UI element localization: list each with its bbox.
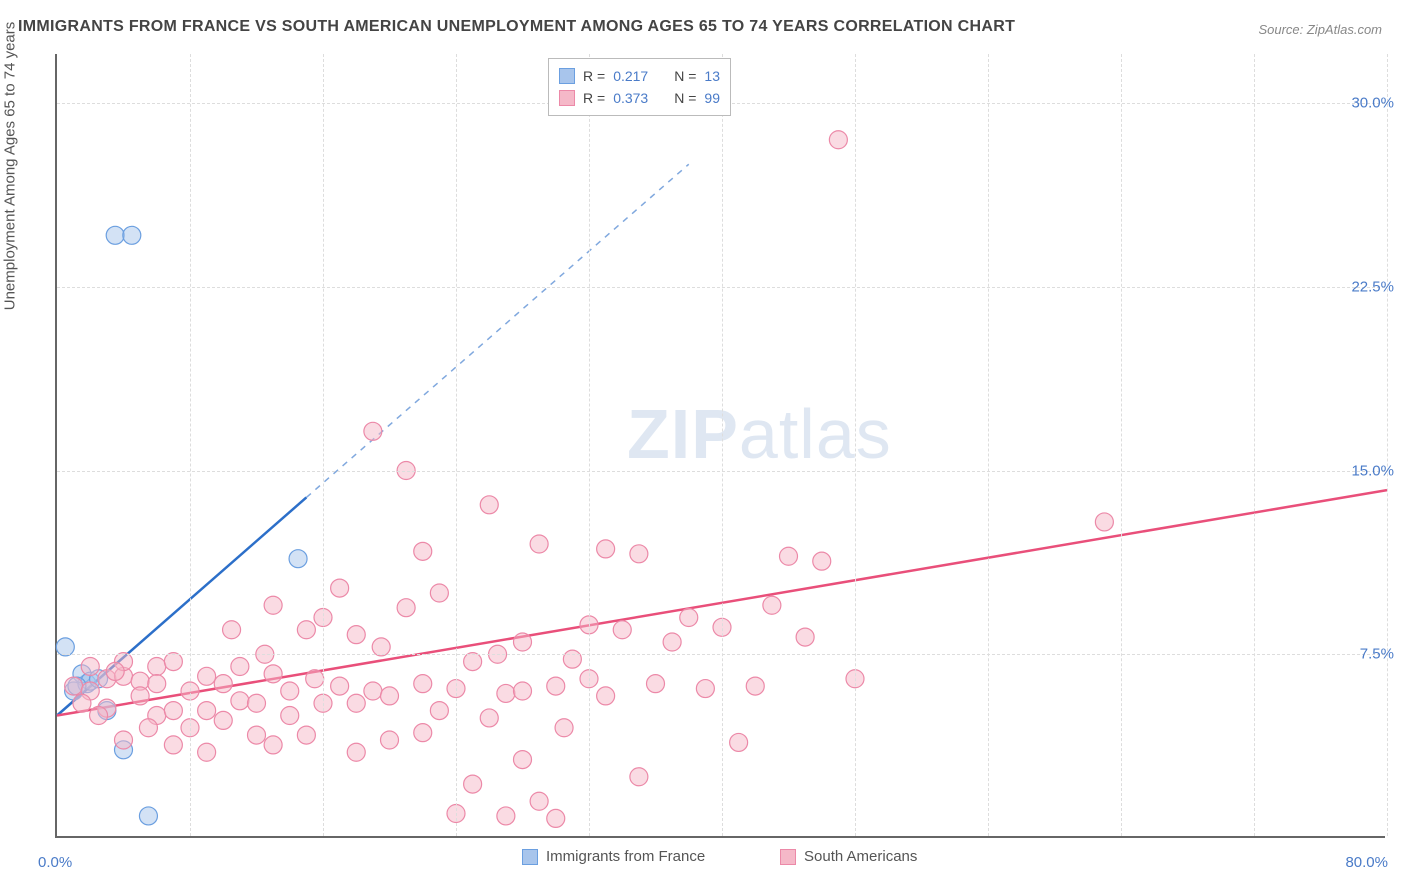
x-axis-max-label: 80.0% [1345,854,1388,871]
series-label-sa: South Americans [804,848,917,865]
gridline-v [1121,54,1122,836]
y-tick-label: 15.0% [1351,462,1394,479]
series-legend-sa: South Americans [780,848,917,865]
correlation-legend: R = 0.217 N = 13 R = 0.373 N = 99 [548,58,731,116]
legend-n-label: N = [674,87,696,109]
legend-swatch-sa [559,90,575,106]
x-axis-min-label: 0.0% [38,854,72,871]
chart-title: IMMIGRANTS FROM FRANCE VS SOUTH AMERICAN… [18,18,1015,36]
legend-row-sa: R = 0.373 N = 99 [559,87,720,109]
legend-n-label: N = [674,65,696,87]
legend-swatch-france-icon [522,849,538,865]
series-label-france: Immigrants from France [546,848,705,865]
legend-n-value-sa: 99 [704,87,720,109]
legend-r-value-sa: 0.373 [613,87,648,109]
gridline-v [589,54,590,836]
legend-row-france: R = 0.217 N = 13 [559,65,720,87]
y-tick-label: 30.0% [1351,95,1394,112]
legend-swatch-sa-icon [780,849,796,865]
y-tick-label: 22.5% [1351,278,1394,295]
y-tick-label: 7.5% [1360,646,1394,663]
chart-source: Source: ZipAtlas.com [1258,22,1382,37]
gridline-v [1254,54,1255,836]
gridline-v [190,54,191,836]
y-axis-label: Unemployment Among Ages 65 to 74 years [2,22,19,311]
gridline-v [1387,54,1388,836]
chart-plot-area: ZIPatlas [55,54,1385,838]
gridline-v [988,54,989,836]
gridline-v [722,54,723,836]
gridline-v [323,54,324,836]
legend-swatch-france [559,68,575,84]
legend-n-value-france: 13 [704,65,720,87]
legend-r-label: R = [583,87,605,109]
series-legend-france: Immigrants from France [522,848,705,865]
gridline-h [57,287,1385,288]
scatter-plot-svg [57,54,1385,836]
gridline-h [57,471,1385,472]
legend-r-value-france: 0.217 [613,65,648,87]
gridline-v [456,54,457,836]
gridline-h [57,654,1385,655]
gridline-v [855,54,856,836]
legend-r-label: R = [583,65,605,87]
